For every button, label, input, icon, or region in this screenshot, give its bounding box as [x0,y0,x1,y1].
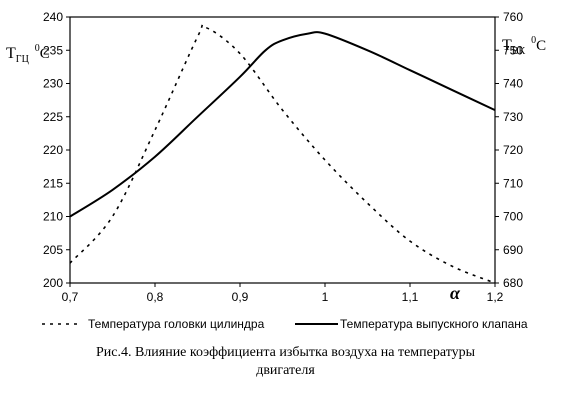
right-tick-label: 730 [503,110,523,124]
x-tick-label: 1 [322,290,329,304]
x-tick-label: 0,7 [62,290,79,304]
legend-label-cylinder-head: Температура головки цилиндра [88,317,265,331]
left-tick-label: 200 [43,276,63,290]
x-axis-title: α [450,283,461,303]
right-axis-title: TВК0C [502,35,546,57]
right-tick-label: 700 [503,210,523,224]
left-tick-label: 205 [43,243,63,257]
left-tick-label: 240 [43,10,63,24]
x-tick-label: 1,1 [402,290,419,304]
chart-ticks: 200 205 210 215 220 225 230 235 240 680 690 700 710 7… [43,10,523,304]
figure-caption: Рис.4. Влияние коэффициента избытка возд… [0,344,571,380]
caption-line-1: Рис.4. Влияние коэффициента избытка возд… [95,345,476,360]
chart-axes [69,16,496,284]
caption-line-2: двигателя [256,363,315,378]
x-tick-label: 0,8 [147,290,164,304]
right-tick-label: 740 [503,77,523,91]
left-tick-label: 230 [43,77,63,91]
x-tick-label: 1,2 [487,290,504,304]
chart-series [69,24,496,284]
right-tick-label: 680 [503,276,523,290]
left-tick-label: 210 [43,210,63,224]
left-tick-label: 235 [43,43,63,57]
series-line-cylinder-head [69,24,496,284]
right-tick-label: 710 [503,176,523,190]
left-tick-label: 220 [43,143,63,157]
left-tick-label: 225 [43,110,63,124]
x-tick-label: 0,9 [232,290,249,304]
right-tick-label: 760 [503,10,523,24]
plot-frame [69,16,496,284]
right-tick-label: 720 [503,143,523,157]
legend-label-exhaust-valve: Температура выпускного клапана [340,317,528,331]
series-line-exhaust-valve [69,31,496,218]
right-tick-label: 690 [503,243,523,257]
left-tick-label: 215 [43,176,63,190]
right-tick-label: 750 [503,43,523,57]
left-axis-title: TГЦ0C [6,43,50,65]
chart-legend: Температура головки цилиндра Температура… [42,317,528,331]
